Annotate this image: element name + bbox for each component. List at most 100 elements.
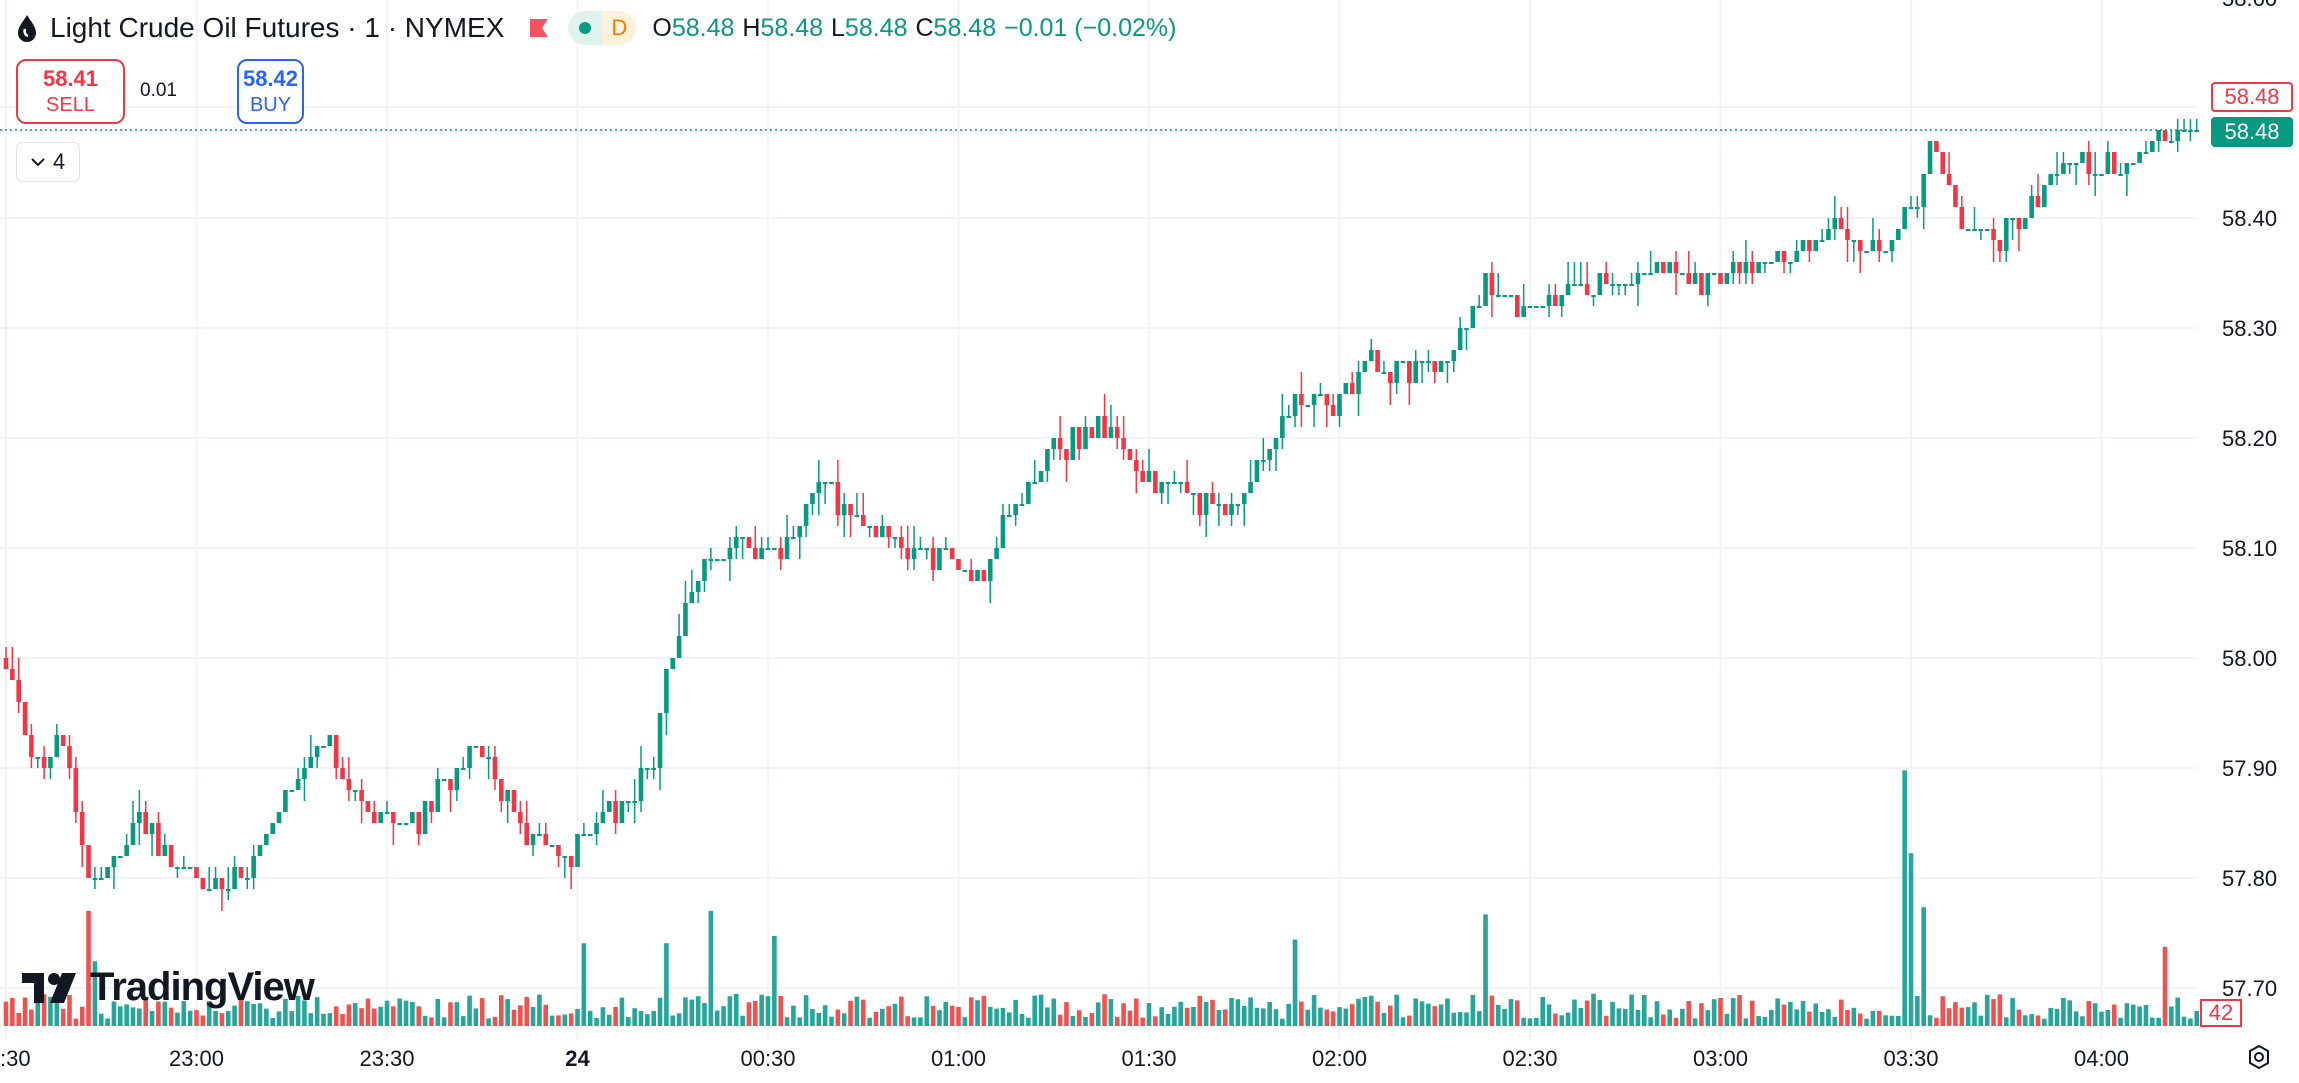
volume-bar (41, 994, 47, 1026)
candle-body (54, 735, 60, 757)
candle-body (168, 845, 174, 867)
candle-body (1737, 262, 1742, 273)
candle-body (2118, 174, 2123, 176)
candle-body (391, 812, 396, 823)
candle-body (454, 768, 460, 790)
volume-bar (460, 1016, 466, 1026)
candle-body (1857, 240, 1863, 251)
candle-body (816, 482, 822, 493)
candle-body (2175, 130, 2180, 141)
volume-bar (1140, 1017, 1145, 1026)
tradingview-logo[interactable]: TradingView (22, 965, 315, 1010)
candle-body (2130, 163, 2136, 165)
y-tick-label: 58.40 (2222, 206, 2277, 231)
candle-body (860, 515, 866, 526)
flag-icon[interactable] (528, 17, 550, 39)
volume-bar (1362, 996, 1368, 1026)
volume-bar (238, 999, 244, 1026)
candle-body (10, 669, 15, 680)
candle-body (3, 658, 9, 669)
volume-bar (1489, 995, 1495, 1026)
volume-bar (327, 1013, 333, 1026)
volume-bar (29, 1009, 34, 1026)
candle-body (518, 812, 523, 823)
volume-bar (2156, 1017, 2161, 1026)
volume-bar (1572, 999, 1577, 1026)
volume-bar (1686, 1000, 1692, 1026)
volume-bar (86, 910, 91, 1026)
volume-bar (645, 1014, 650, 1026)
candle-body (1019, 504, 1025, 506)
volume-bar (2035, 1015, 2041, 1026)
volume-bar (1521, 1017, 1526, 1026)
candle-body (1635, 273, 1641, 284)
volume-bar (1165, 1013, 1171, 1026)
volume-bar (1432, 1006, 1438, 1026)
candle-body (1248, 482, 1253, 493)
volume-bar (543, 1004, 549, 1026)
volume-bar (1343, 1008, 1349, 1026)
volume-bar (1375, 1001, 1380, 1026)
spread-value: 0.01 (140, 80, 177, 101)
candle-body (1172, 482, 1177, 484)
candle-body (1622, 284, 1628, 286)
candle-body (2080, 152, 2085, 163)
market-status[interactable]: D (568, 11, 637, 45)
candle-body (632, 801, 637, 803)
volume-bar (1610, 1001, 1615, 1026)
volume-bar (803, 995, 809, 1026)
volume-bar (79, 1006, 85, 1026)
volume-bar (867, 1017, 872, 1026)
volume-bar (473, 1008, 479, 1026)
candle-body (467, 746, 472, 768)
candle-body (270, 823, 275, 834)
volume-bar (1210, 999, 1215, 1026)
volume-bar (651, 1010, 656, 1026)
volume-bar (1184, 1007, 1190, 1026)
candle-body (2156, 130, 2161, 141)
candle-body (511, 790, 517, 812)
candle-body (60, 735, 66, 746)
indicators-toggle-button[interactable]: 4 (16, 142, 80, 182)
candle-body (626, 801, 631, 803)
volume-bar (1038, 994, 1044, 1026)
candle-body (1781, 251, 1787, 262)
candle-body (848, 504, 853, 515)
volume-bar (1775, 998, 1780, 1026)
volume-bar (1597, 1000, 1603, 1026)
candle-body (187, 867, 193, 869)
candle-body (714, 559, 720, 561)
volume-bar (1661, 1014, 1666, 1026)
volume-bar (308, 1013, 314, 1026)
volume-bar (2080, 1016, 2085, 1026)
volume-bar (1629, 994, 1634, 1026)
candle-body (1826, 229, 1831, 240)
volume-bar (1000, 1007, 1006, 1026)
volume-bar (524, 996, 529, 1026)
volume-bar (1838, 999, 1844, 1026)
candle-body (1838, 218, 1844, 229)
candle-body (727, 548, 733, 559)
candle-body (721, 559, 726, 561)
candle-body (1495, 295, 1501, 297)
candle-body (918, 548, 923, 550)
volume-bar (16, 1012, 21, 1026)
volume-bar (1070, 1015, 1076, 1026)
volume-bar (1413, 998, 1418, 1026)
buy-button[interactable]: 58.42 BUY (237, 59, 304, 124)
candle-body (797, 526, 803, 537)
candle-body (778, 548, 783, 559)
candle-body (1845, 229, 1850, 240)
symbol-title[interactable]: Light Crude Oil Futures · 1 · NYMEX (50, 12, 505, 43)
volume-bar (537, 994, 542, 1026)
candle-body (340, 768, 345, 779)
sell-button[interactable]: 58.41 SELL (16, 59, 125, 124)
candle-body (1762, 262, 1768, 264)
candle-body (867, 526, 872, 528)
candle-body (2194, 130, 2200, 132)
volume-bar (1813, 1003, 1819, 1026)
volume-bar (1565, 1012, 1571, 1026)
chart-settings-icon[interactable] (2244, 1043, 2274, 1073)
volume-bar (1349, 1004, 1355, 1026)
